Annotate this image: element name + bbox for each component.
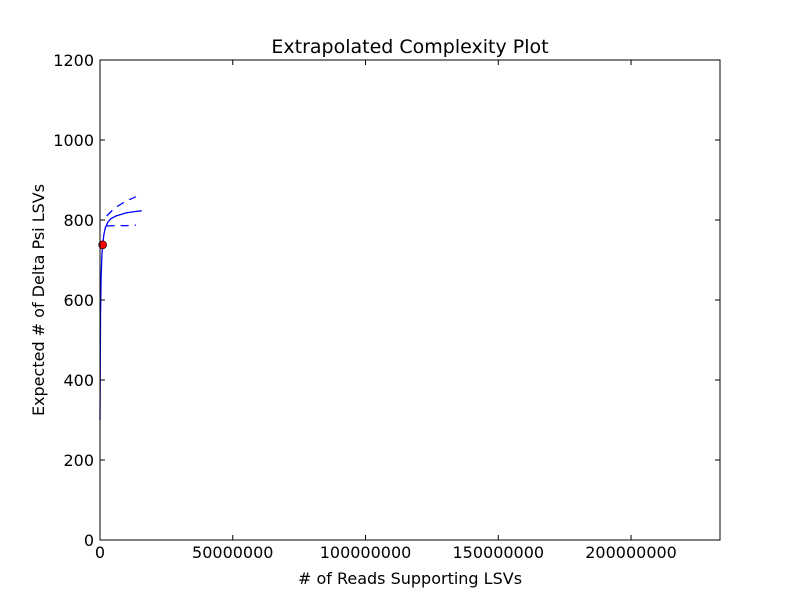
x-tick-label: 200000000 [585,543,677,562]
y-axis-label: Expected # of Delta Psi LSVs [29,184,48,416]
y-tick-label: 600 [63,291,94,310]
observed-point-1 [98,240,107,250]
y-tick-label: 1000 [53,131,94,150]
y-tick-label: 400 [63,371,94,390]
x-axis-ticks: 0 50000000 100000000 150000000 200000000 [95,60,677,562]
y-axis-ticks: 0 200 400 600 800 1000 1200 [53,51,720,550]
series-line-2 [106,196,137,217]
chart-title: Extrapolated Complexity Plot [271,36,548,58]
x-tick-label: 100000000 [320,543,412,562]
y-tick-label: 0 [84,531,94,550]
y-tick-label: 1200 [53,51,94,70]
series-line-3 [106,224,136,227]
y-tick-label: 800 [63,211,94,230]
series-line-1 [99,210,142,421]
x-axis-label: # of Reads Supporting LSVs [298,569,522,588]
x-tick-label: 150000000 [452,543,544,562]
x-tick-label: 50000000 [192,543,273,562]
y-tick-label: 200 [63,451,94,470]
x-tick-label: 0 [95,543,105,562]
